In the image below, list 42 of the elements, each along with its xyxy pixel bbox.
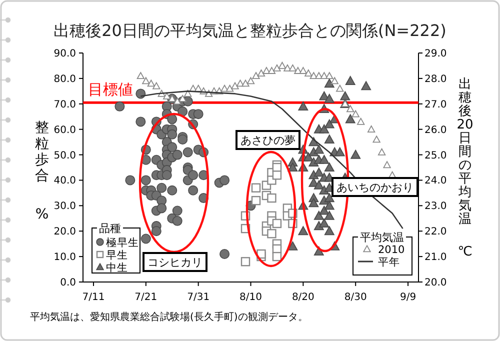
y-tick-label: 60.0 — [54, 124, 76, 136]
chart-title: 出穂後20日間の平均気温と整粒歩合との関係(N=222) — [54, 21, 446, 40]
y2-tick-label: 20.0 — [424, 278, 447, 288]
legend-label: 平年 — [378, 256, 400, 268]
x-tick-label: 9/9 — [400, 292, 416, 303]
y-tick-label: 80.0 — [54, 74, 76, 85]
ref-line-label: 目標値 — [88, 80, 133, 99]
x-tick-label: 8/30 — [344, 292, 367, 303]
x-tick-label: 7/11 — [82, 292, 105, 303]
x-tick-label: 8/10 — [240, 292, 262, 303]
text: 平均気温は、愛知県農業総合試験場(長久手町)の観測データ。 — [30, 311, 308, 323]
y-tick-label: 40.0 — [54, 176, 76, 187]
y-tick-label: 20.0 — [54, 226, 76, 238]
annotation: コシヒカリ — [148, 256, 202, 269]
y-tick-label: 10.0 — [54, 252, 76, 264]
y-tick-label: 70.0 — [54, 99, 76, 110]
annotation: あさひの夢 — [240, 134, 296, 147]
legend-label: 早生 — [106, 248, 128, 262]
y2-tick-label: 28.0 — [424, 74, 447, 85]
x-tick-label: 8/20 — [292, 292, 314, 303]
text: 品種 — [99, 222, 121, 235]
y-tick-label: 30.0 — [54, 201, 76, 212]
y2-tick-label: 22.0 — [424, 226, 447, 238]
y2-tick-label: 23.0 — [424, 201, 447, 212]
text: 整粒歩合 % — [35, 120, 49, 222]
y-tick-label: 50.0 — [54, 150, 76, 162]
legend-label: 極早生 — [106, 236, 139, 249]
x-tick-label: 7/31 — [187, 292, 210, 303]
y-tick-label: 0.0 — [60, 278, 76, 288]
legend-label: 中生 — [106, 260, 128, 274]
annotation: あいちのかおり — [336, 180, 414, 194]
legend-label: 2010 — [378, 244, 405, 256]
text: 出穂後20日間の平均気温 ℃ — [456, 77, 474, 260]
x-tick-label: 7/21 — [134, 292, 158, 303]
y2-tick-label: 29.0 — [424, 48, 447, 60]
y2-tick-label: 21.0 — [424, 252, 447, 264]
y2-tick-label: 26.0 — [424, 124, 447, 136]
y-tick-label: 90.0 — [54, 48, 76, 60]
y2-tick-label: 24.0 — [424, 176, 447, 187]
y2-tick-label: 27.0 — [424, 99, 447, 110]
y2-tick-label: 25.0 — [424, 150, 447, 162]
text: 平均気温 — [360, 231, 404, 244]
